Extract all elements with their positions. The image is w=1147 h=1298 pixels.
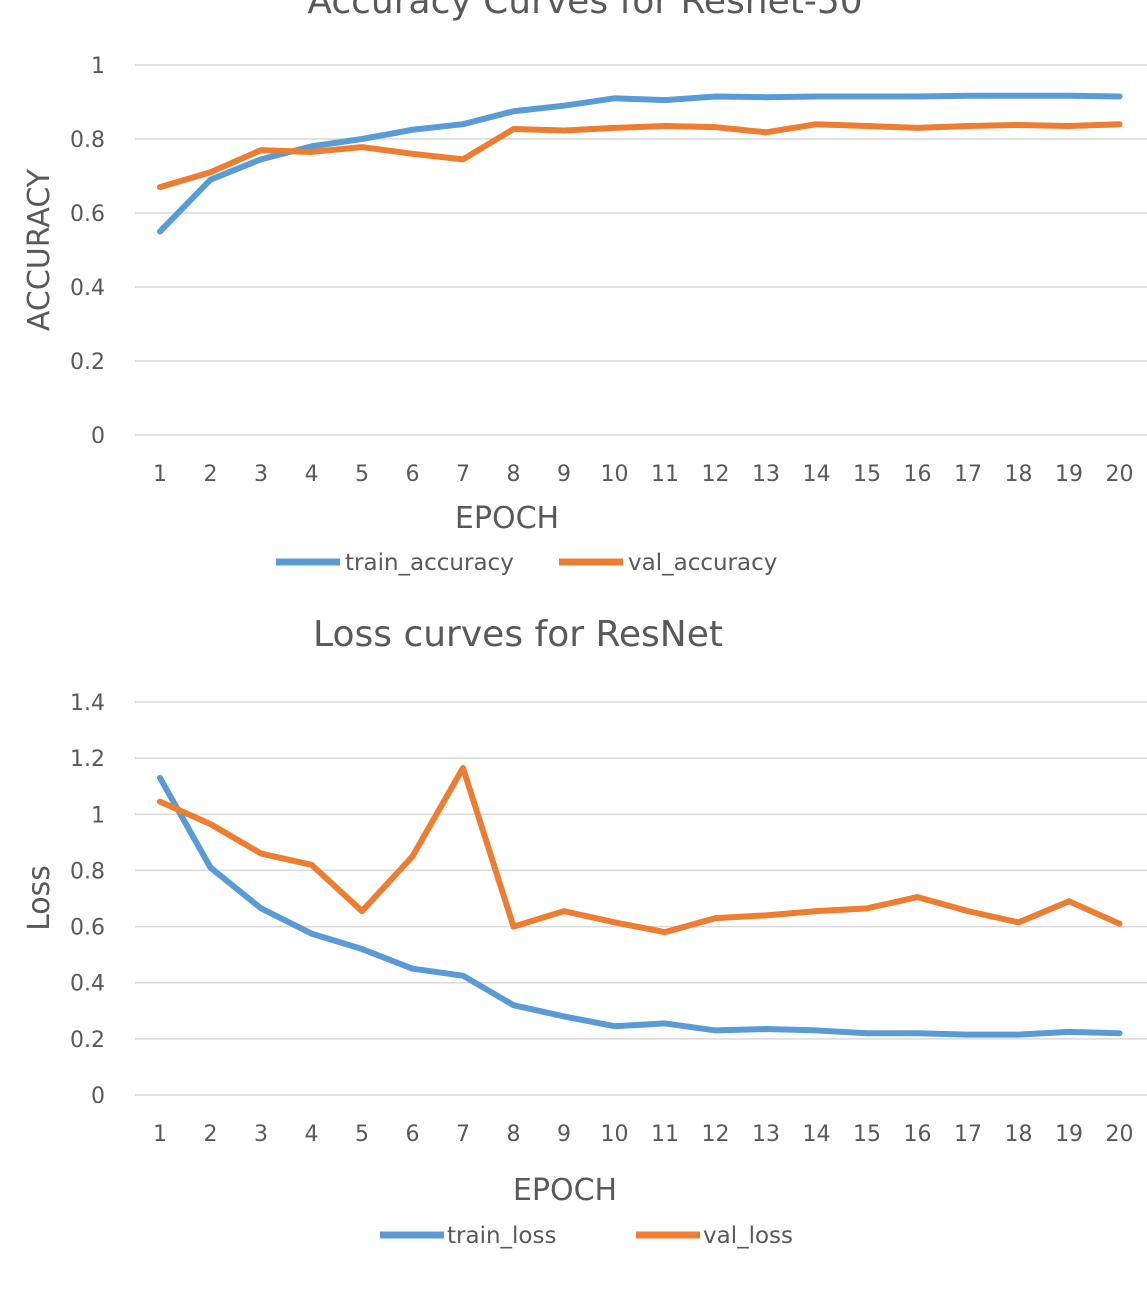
accuracy-x-tick-label: 9 xyxy=(557,462,571,487)
loss-y-tick-label: 0.8 xyxy=(70,859,105,884)
loss-chart-title: Loss curves for ResNet xyxy=(313,614,723,655)
accuracy-x-tick-label: 19 xyxy=(1055,462,1083,487)
accuracy-x-tick-label: 1 xyxy=(153,462,167,487)
loss-y-tick-label: 0.2 xyxy=(70,1028,105,1053)
loss-x-tick-label: 1 xyxy=(153,1122,167,1147)
loss-y-tick-label: 0.6 xyxy=(70,916,105,941)
accuracy-x-axis-title: EPOCH xyxy=(455,501,559,536)
accuracy-x-tick-label: 20 xyxy=(1106,462,1134,487)
accuracy-x-tick-label: 18 xyxy=(1005,462,1033,487)
loss-x-tick-label: 16 xyxy=(904,1122,932,1147)
loss-x-tick-label: 7 xyxy=(456,1122,470,1147)
loss-x-tick-labels: 1 2 3 4 5 6 7 8 9 10 11 12 13 14 15 16 17 18 19 20 xyxy=(153,1122,1134,1147)
loss-x-tick-label: 2 xyxy=(204,1122,218,1147)
loss-x-axis-title: EPOCH xyxy=(513,1173,617,1208)
loss-series xyxy=(157,764,1123,1038)
accuracy-x-tick-label: 10 xyxy=(601,462,629,487)
accuracy-y-tick-label: 0.8 xyxy=(70,128,105,153)
series-line-train-accuracy xyxy=(157,92,1123,235)
accuracy-x-tick-label: 14 xyxy=(803,462,831,487)
loss-y-axis-title: Loss xyxy=(22,865,57,931)
series-line-val-loss xyxy=(157,764,1123,936)
legend-label-train-loss: train_loss xyxy=(447,1223,556,1249)
accuracy-y-tick-label: 0.2 xyxy=(70,350,105,375)
loss-legend: train_loss val_loss xyxy=(380,1223,793,1249)
loss-x-tick-label: 12 xyxy=(702,1122,730,1147)
loss-x-tick-label: 13 xyxy=(752,1122,780,1147)
accuracy-y-axis-title: ACCURACY xyxy=(22,168,57,331)
loss-y-tick-label: 1.2 xyxy=(70,747,105,772)
loss-y-tick-label: 0.4 xyxy=(70,972,105,997)
accuracy-x-tick-label: 2 xyxy=(204,462,218,487)
accuracy-x-tick-label: 16 xyxy=(904,462,932,487)
accuracy-x-tick-labels: 1 2 3 4 5 6 7 8 9 10 11 12 13 14 15 16 17 18 19 20 xyxy=(153,462,1134,487)
accuracy-x-tick-label: 4 xyxy=(305,462,319,487)
series-line-val-accuracy xyxy=(157,121,1123,191)
accuracy-y-tick-label: 0.4 xyxy=(70,276,105,301)
loss-x-tick-label: 4 xyxy=(305,1122,319,1147)
accuracy-x-tick-label: 3 xyxy=(254,462,268,487)
loss-y-tick-label: 0 xyxy=(91,1084,105,1109)
accuracy-x-tick-label: 13 xyxy=(752,462,780,487)
loss-y-tick-labels: 0 0.2 0.4 0.6 0.8 1 1.2 1.4 xyxy=(70,691,105,1109)
accuracy-x-tick-label: 17 xyxy=(954,462,982,487)
loss-x-tick-label: 5 xyxy=(355,1122,369,1147)
accuracy-gridlines xyxy=(135,64,1147,436)
accuracy-chart: Accuracy Curves for Resnet-50 0 0.2 0.4 0.6… xyxy=(22,0,1147,576)
accuracy-x-tick-label: 15 xyxy=(853,462,881,487)
accuracy-y-tick-label: 1 xyxy=(91,54,105,79)
loss-y-tick-label: 1 xyxy=(91,803,105,828)
loss-x-tick-label: 20 xyxy=(1106,1122,1134,1147)
loss-x-tick-label: 18 xyxy=(1005,1122,1033,1147)
loss-chart: Loss curves for ResNet 0 0.2 0.4 0.6 0.8 1 1.2… xyxy=(22,614,1147,1249)
loss-x-tick-label: 19 xyxy=(1055,1122,1083,1147)
loss-x-tick-label: 17 xyxy=(954,1122,982,1147)
accuracy-y-tick-labels: 0 0.2 0.4 0.6 0.8 1 xyxy=(70,54,105,449)
accuracy-y-tick-label: 0 xyxy=(91,424,105,449)
accuracy-y-tick-label: 0.6 xyxy=(70,202,105,227)
accuracy-x-tick-label: 12 xyxy=(702,462,730,487)
accuracy-x-tick-label: 5 xyxy=(355,462,369,487)
accuracy-x-tick-label: 7 xyxy=(456,462,470,487)
loss-x-tick-label: 10 xyxy=(601,1122,629,1147)
legend-label-val-loss: val_loss xyxy=(703,1223,793,1249)
accuracy-x-tick-label: 6 xyxy=(406,462,420,487)
loss-y-tick-label: 1.4 xyxy=(70,691,105,716)
accuracy-x-tick-label: 8 xyxy=(507,462,521,487)
loss-x-tick-label: 14 xyxy=(803,1122,831,1147)
loss-x-tick-label: 6 xyxy=(406,1122,420,1147)
loss-x-tick-label: 11 xyxy=(651,1122,679,1147)
accuracy-series xyxy=(157,92,1123,235)
legend-label-train-accuracy: train_accuracy xyxy=(345,550,514,576)
accuracy-legend: train_accuracy val_accuracy xyxy=(276,550,777,576)
loss-x-tick-label: 3 xyxy=(254,1122,268,1147)
accuracy-chart-title: Accuracy Curves for Resnet-50 xyxy=(307,0,862,22)
legend-label-val-accuracy: val_accuracy xyxy=(628,550,777,576)
loss-x-tick-label: 9 xyxy=(557,1122,571,1147)
loss-x-tick-label: 15 xyxy=(853,1122,881,1147)
series-line-train-loss xyxy=(157,774,1123,1038)
loss-x-tick-label: 8 xyxy=(507,1122,521,1147)
accuracy-x-tick-label: 11 xyxy=(651,462,679,487)
